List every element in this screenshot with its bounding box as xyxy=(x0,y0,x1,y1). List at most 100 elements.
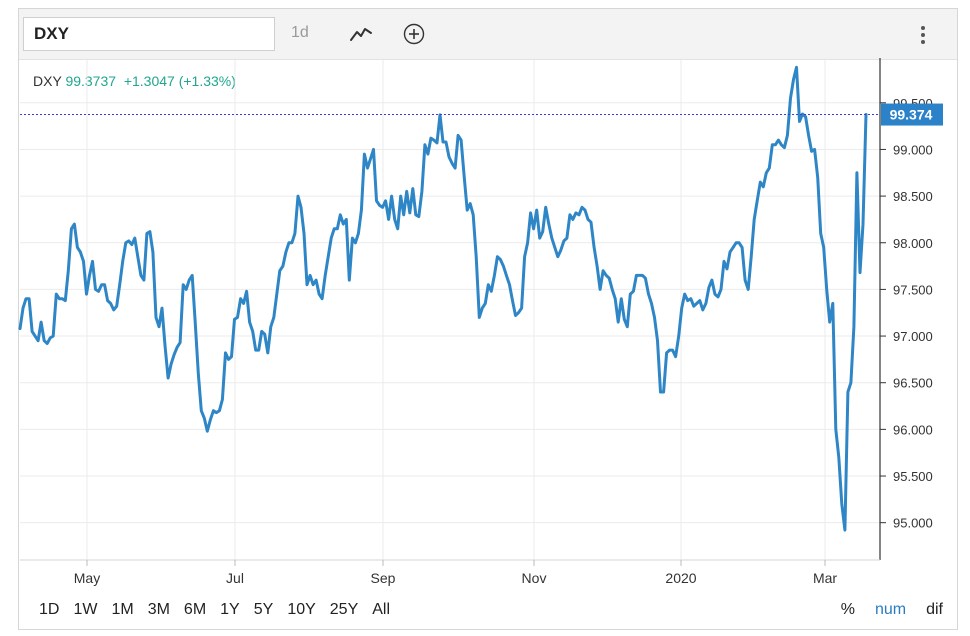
data-point xyxy=(230,355,233,358)
data-point xyxy=(115,305,118,308)
data-point xyxy=(112,308,115,311)
data-point xyxy=(351,237,354,240)
legend-change-pct: (+1.33%) xyxy=(178,73,236,89)
data-point xyxy=(626,325,629,328)
data-point xyxy=(312,283,315,286)
data-point xyxy=(695,302,698,305)
data-point xyxy=(25,297,28,300)
data-point xyxy=(517,311,520,314)
data-point xyxy=(429,137,432,140)
data-point xyxy=(556,255,559,258)
data-point xyxy=(354,241,357,244)
data-point xyxy=(671,349,674,352)
data-point xyxy=(529,211,532,214)
data-point xyxy=(659,391,662,394)
range-button-all[interactable]: All xyxy=(372,601,391,618)
data-point xyxy=(849,381,852,384)
data-point xyxy=(260,330,263,333)
last-price-label: 99.374 xyxy=(890,107,933,123)
data-point xyxy=(37,339,40,342)
data-point xyxy=(735,241,738,244)
data-point xyxy=(372,148,375,151)
data-point xyxy=(278,269,281,272)
y-tick-label: 97.500 xyxy=(893,282,933,297)
x-tick-label: Jul xyxy=(226,570,244,586)
data-point xyxy=(330,237,333,240)
more-vertical-icon[interactable] xyxy=(917,23,929,47)
data-point xyxy=(689,297,692,300)
data-point xyxy=(457,134,460,137)
data-point xyxy=(203,417,206,420)
range-button-1w[interactable]: 1W xyxy=(73,601,98,618)
legend-price: 99.3737 xyxy=(65,73,117,89)
add-circle-icon[interactable] xyxy=(403,23,425,45)
data-point xyxy=(161,307,164,310)
data-point xyxy=(106,299,109,302)
range-button-3m[interactable]: 3M xyxy=(147,601,170,618)
data-point xyxy=(342,223,345,226)
data-point xyxy=(614,297,617,300)
data-point xyxy=(532,227,535,230)
data-point xyxy=(336,227,339,230)
data-point xyxy=(526,241,529,244)
mode-button-num[interactable]: num xyxy=(874,601,907,618)
range-button-5y[interactable]: 5Y xyxy=(253,601,274,618)
range-button-6m[interactable]: 6M xyxy=(183,601,207,618)
data-point xyxy=(762,185,765,188)
range-button-1y[interactable]: 1Y xyxy=(220,601,240,618)
data-point xyxy=(46,342,49,345)
range-button-25y[interactable]: 25Y xyxy=(329,601,359,618)
data-point xyxy=(194,321,197,324)
data-point xyxy=(61,297,64,300)
data-point xyxy=(133,237,136,240)
interval-selector[interactable]: 1d xyxy=(291,24,309,41)
data-point xyxy=(759,181,762,184)
data-point xyxy=(786,134,789,137)
data-point xyxy=(445,140,448,143)
y-tick-label: 99.000 xyxy=(893,142,933,157)
data-point xyxy=(617,321,620,324)
data-point xyxy=(366,167,369,170)
range-button-1d[interactable]: 1D xyxy=(39,601,60,618)
data-point xyxy=(197,372,200,375)
data-point xyxy=(774,143,777,146)
data-point xyxy=(463,174,466,177)
data-point xyxy=(729,251,732,254)
data-point xyxy=(299,206,302,209)
data-point xyxy=(124,241,127,244)
data-point xyxy=(34,335,37,338)
line-chart-icon[interactable] xyxy=(349,24,373,44)
grid-lines xyxy=(20,58,880,560)
data-point xyxy=(846,391,849,394)
data-point xyxy=(840,503,843,506)
data-point xyxy=(263,333,266,336)
data-point xyxy=(502,265,505,268)
range-button-10y[interactable]: 10Y xyxy=(287,601,316,618)
data-point xyxy=(680,307,683,310)
data-point xyxy=(423,143,426,146)
mode-button-dif[interactable]: dif xyxy=(926,601,943,618)
x-tick-label: 2020 xyxy=(665,570,696,586)
mode-button-percent[interactable]: % xyxy=(840,601,855,618)
data-point xyxy=(173,353,176,356)
data-point xyxy=(538,237,541,240)
data-point xyxy=(363,153,366,156)
data-point xyxy=(272,316,275,319)
data-point xyxy=(191,274,194,277)
data-point xyxy=(118,283,121,286)
data-point xyxy=(744,279,747,282)
data-point xyxy=(831,302,834,305)
data-point xyxy=(716,295,719,298)
data-point xyxy=(318,293,321,296)
symbol-input[interactable]: DXY xyxy=(23,17,275,51)
data-point xyxy=(562,239,565,242)
data-point xyxy=(704,302,707,305)
data-point xyxy=(523,255,526,258)
data-point xyxy=(683,293,686,296)
data-point xyxy=(750,255,753,258)
data-point xyxy=(130,243,133,246)
data-point xyxy=(520,307,523,310)
range-button-1m[interactable]: 1M xyxy=(111,601,134,618)
data-point xyxy=(239,297,242,300)
